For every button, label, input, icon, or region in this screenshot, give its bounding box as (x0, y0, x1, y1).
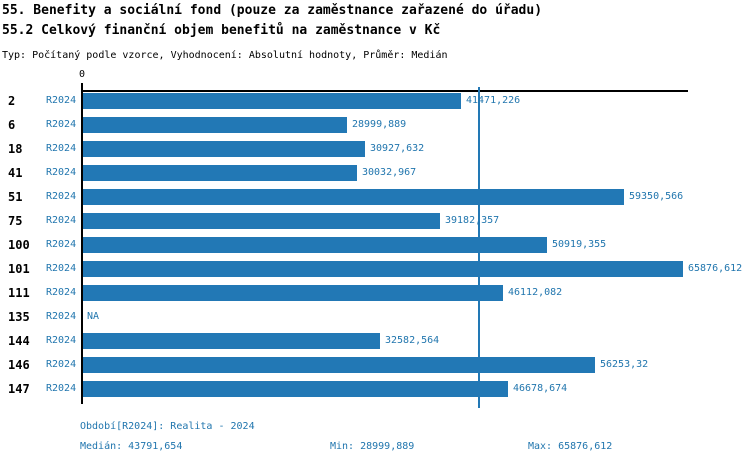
bar-value-label: 56253,32 (600, 359, 649, 370)
series-label: R2024 (46, 191, 77, 202)
bar (83, 333, 380, 349)
footer-min: Min: 28999,889 (330, 441, 415, 452)
bar-value-label: 59350,566 (629, 191, 684, 202)
bar-value-label: 32582,564 (385, 335, 440, 346)
na-value-label: NA (87, 311, 100, 322)
footer-median: Medián: 43791,654 (80, 441, 183, 452)
series-label: R2024 (46, 95, 77, 106)
bar (83, 165, 357, 181)
bar (83, 261, 683, 277)
footer-max: Max: 65876,612 (528, 441, 613, 452)
bar-value-label: 39182,357 (445, 215, 500, 226)
bar (83, 189, 624, 205)
category-label: 6 (8, 118, 16, 132)
bar-value-label: 46678,674 (513, 383, 568, 394)
bar (83, 213, 440, 229)
series-label: R2024 (46, 311, 77, 322)
category-label: 18 (8, 142, 23, 156)
bar (83, 141, 365, 157)
series-label: R2024 (46, 335, 77, 346)
category-label: 144 (8, 334, 30, 348)
x-axis-tick-mark (81, 83, 83, 90)
bar-value-label: 30927,632 (370, 143, 425, 154)
series-label: R2024 (46, 359, 77, 370)
category-label: 41 (8, 166, 23, 180)
bar (83, 237, 547, 253)
x-axis-line (82, 90, 688, 92)
chart-title: 55. Benefity a sociální fond (pouze za z… (2, 3, 543, 18)
category-label: 51 (8, 190, 23, 204)
bar (83, 381, 508, 397)
bar (83, 357, 595, 373)
category-label: 2 (8, 94, 16, 108)
bar-value-label: 46112,082 (508, 287, 563, 298)
x-axis-zero-tick-label: 0 (78, 69, 86, 80)
category-label: 111 (8, 286, 30, 300)
bar-value-label: 41471,226 (466, 95, 521, 106)
bar-value-label: 28999,889 (352, 119, 407, 130)
bar-value-label: 30032,967 (362, 167, 417, 178)
category-label: 101 (8, 262, 30, 276)
series-label: R2024 (46, 215, 77, 226)
bar-value-label: 50919,355 (552, 239, 607, 250)
category-label: 146 (8, 358, 30, 372)
footer-period: Období[R2024]: Realita - 2024 (80, 421, 255, 432)
y-axis-line (81, 90, 83, 404)
series-label: R2024 (46, 239, 77, 250)
category-label: 75 (8, 214, 23, 228)
series-label: R2024 (46, 119, 77, 130)
bar-value-label: 65876,612 (688, 263, 743, 274)
series-label: R2024 (46, 383, 77, 394)
category-label: 100 (8, 238, 30, 252)
bar (83, 117, 347, 133)
chart-meta-line: Typ: Počítaný podle vzorce, Vyhodnocení:… (2, 50, 448, 61)
series-label: R2024 (46, 287, 77, 298)
series-label: R2024 (46, 167, 77, 178)
category-label: 135 (8, 310, 30, 324)
category-label: 147 (8, 382, 30, 396)
bar (83, 285, 503, 301)
chart-subtitle: 55.2 Celkový finanční objem benefitů na … (2, 23, 441, 38)
bar (83, 93, 461, 109)
series-label: R2024 (46, 143, 77, 154)
series-label: R2024 (46, 263, 77, 274)
